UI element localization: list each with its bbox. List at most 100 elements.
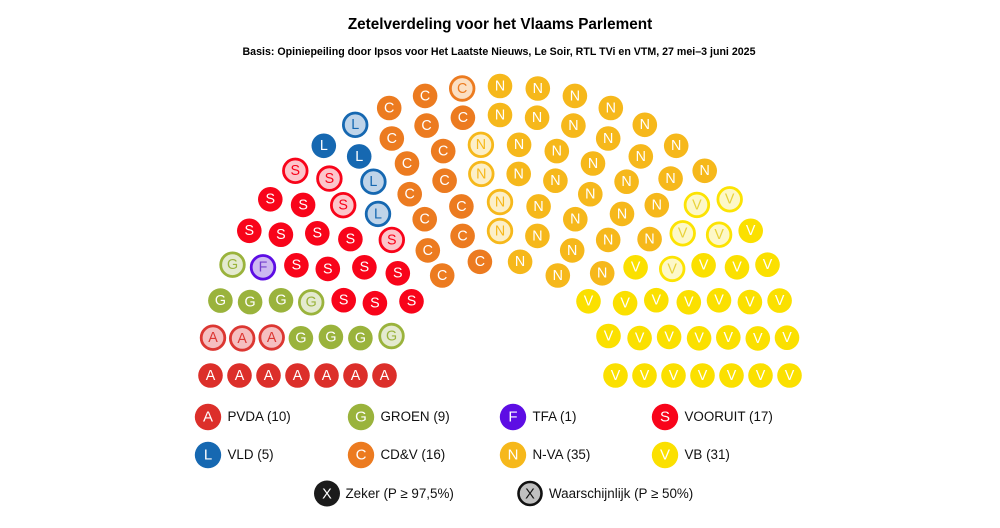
svg-text:Zetelverdeling voor het Vlaams: Zetelverdeling voor het Vlaams Parlement xyxy=(348,16,652,33)
svg-text:C: C xyxy=(421,118,431,134)
svg-text:C: C xyxy=(475,254,485,270)
svg-text:L: L xyxy=(351,117,359,133)
svg-text:G: G xyxy=(215,293,226,309)
svg-text:TFA (1): TFA (1) xyxy=(533,409,577,424)
svg-text:V: V xyxy=(635,331,645,347)
svg-text:A: A xyxy=(235,368,245,384)
svg-text:V: V xyxy=(724,330,734,346)
svg-text:S: S xyxy=(313,226,323,242)
svg-text:C: C xyxy=(384,100,394,116)
svg-text:C: C xyxy=(437,268,447,284)
svg-text:N: N xyxy=(476,166,486,182)
svg-text:S: S xyxy=(245,223,255,239)
svg-text:N: N xyxy=(533,199,543,215)
svg-text:S: S xyxy=(339,293,349,309)
svg-text:X: X xyxy=(322,486,332,502)
svg-text:N: N xyxy=(533,81,543,97)
svg-text:G: G xyxy=(275,293,286,309)
svg-text:N-VA (35): N-VA (35) xyxy=(533,447,591,462)
svg-text:C: C xyxy=(457,228,467,244)
svg-text:C: C xyxy=(456,199,466,215)
svg-text:V: V xyxy=(714,293,724,309)
svg-text:G: G xyxy=(355,331,366,347)
svg-text:C: C xyxy=(457,81,467,97)
svg-text:V: V xyxy=(714,227,724,243)
svg-text:V: V xyxy=(698,368,708,384)
svg-text:V: V xyxy=(664,329,674,345)
svg-text:V: V xyxy=(746,223,756,239)
svg-text:G: G xyxy=(245,295,256,311)
svg-text:N: N xyxy=(603,131,613,147)
svg-text:V: V xyxy=(667,261,677,277)
svg-text:A: A xyxy=(206,368,216,384)
svg-text:N: N xyxy=(567,243,577,259)
svg-text:S: S xyxy=(387,232,397,248)
svg-text:A: A xyxy=(322,368,332,384)
svg-text:N: N xyxy=(617,206,627,222)
svg-text:N: N xyxy=(532,110,542,126)
svg-text:S: S xyxy=(407,294,417,310)
svg-text:N: N xyxy=(652,198,662,214)
svg-text:CD&V (16): CD&V (16) xyxy=(381,447,446,462)
svg-text:C: C xyxy=(458,110,468,126)
svg-text:N: N xyxy=(532,228,542,244)
svg-text:S: S xyxy=(266,192,276,208)
svg-text:A: A xyxy=(208,330,218,346)
svg-text:N: N xyxy=(588,156,598,172)
svg-text:VOORUIT (17): VOORUIT (17) xyxy=(685,409,773,424)
svg-text:Basis: Opiniepeiling door Ipso: Basis: Opiniepeiling door Ipsos voor Het… xyxy=(243,46,756,58)
svg-text:A: A xyxy=(237,331,247,347)
svg-text:N: N xyxy=(476,137,486,153)
svg-text:Waarschijnlijk (P ≥ 50%): Waarschijnlijk (P ≥ 50%) xyxy=(549,486,693,501)
svg-text:V: V xyxy=(684,295,694,311)
svg-text:A: A xyxy=(267,330,277,346)
svg-text:N: N xyxy=(514,137,524,153)
svg-text:V: V xyxy=(785,368,795,384)
svg-text:S: S xyxy=(298,197,308,213)
svg-text:G: G xyxy=(325,329,336,345)
svg-text:PVDA (10): PVDA (10) xyxy=(228,409,291,424)
svg-text:C: C xyxy=(420,212,430,228)
svg-text:VB (31): VB (31) xyxy=(685,447,730,462)
svg-text:N: N xyxy=(665,171,675,187)
svg-text:V: V xyxy=(756,368,766,384)
svg-text:V: V xyxy=(745,295,755,311)
svg-text:N: N xyxy=(621,174,631,190)
svg-text:F: F xyxy=(259,260,268,276)
svg-text:C: C xyxy=(387,131,397,147)
svg-text:G: G xyxy=(306,295,317,311)
svg-text:A: A xyxy=(203,408,213,425)
svg-text:V: V xyxy=(604,328,614,344)
svg-text:N: N xyxy=(700,163,710,179)
svg-text:V: V xyxy=(699,258,709,274)
svg-text:N: N xyxy=(552,144,562,160)
svg-text:N: N xyxy=(515,254,525,270)
svg-text:S: S xyxy=(323,261,333,277)
svg-text:V: V xyxy=(611,368,621,384)
svg-text:S: S xyxy=(346,232,356,248)
svg-text:S: S xyxy=(660,408,670,425)
svg-text:V: V xyxy=(678,226,688,242)
svg-text:G: G xyxy=(355,408,367,425)
svg-text:V: V xyxy=(763,257,773,273)
svg-text:L: L xyxy=(369,174,377,190)
svg-text:X: X xyxy=(525,486,535,502)
svg-text:N: N xyxy=(568,118,578,134)
svg-text:C: C xyxy=(438,144,448,160)
svg-text:C: C xyxy=(420,88,430,104)
svg-text:C: C xyxy=(439,173,449,189)
svg-text:S: S xyxy=(360,260,370,276)
svg-text:C: C xyxy=(405,187,415,203)
svg-text:V: V xyxy=(640,368,650,384)
svg-text:G: G xyxy=(227,257,238,273)
svg-text:V: V xyxy=(694,331,704,347)
svg-text:A: A xyxy=(351,368,361,384)
svg-text:N: N xyxy=(585,187,595,203)
svg-text:A: A xyxy=(264,368,274,384)
svg-text:N: N xyxy=(508,446,519,463)
svg-text:N: N xyxy=(495,107,505,123)
svg-text:V: V xyxy=(782,330,792,346)
svg-text:N: N xyxy=(514,166,524,182)
svg-text:V: V xyxy=(652,293,662,309)
svg-text:V: V xyxy=(692,197,702,213)
